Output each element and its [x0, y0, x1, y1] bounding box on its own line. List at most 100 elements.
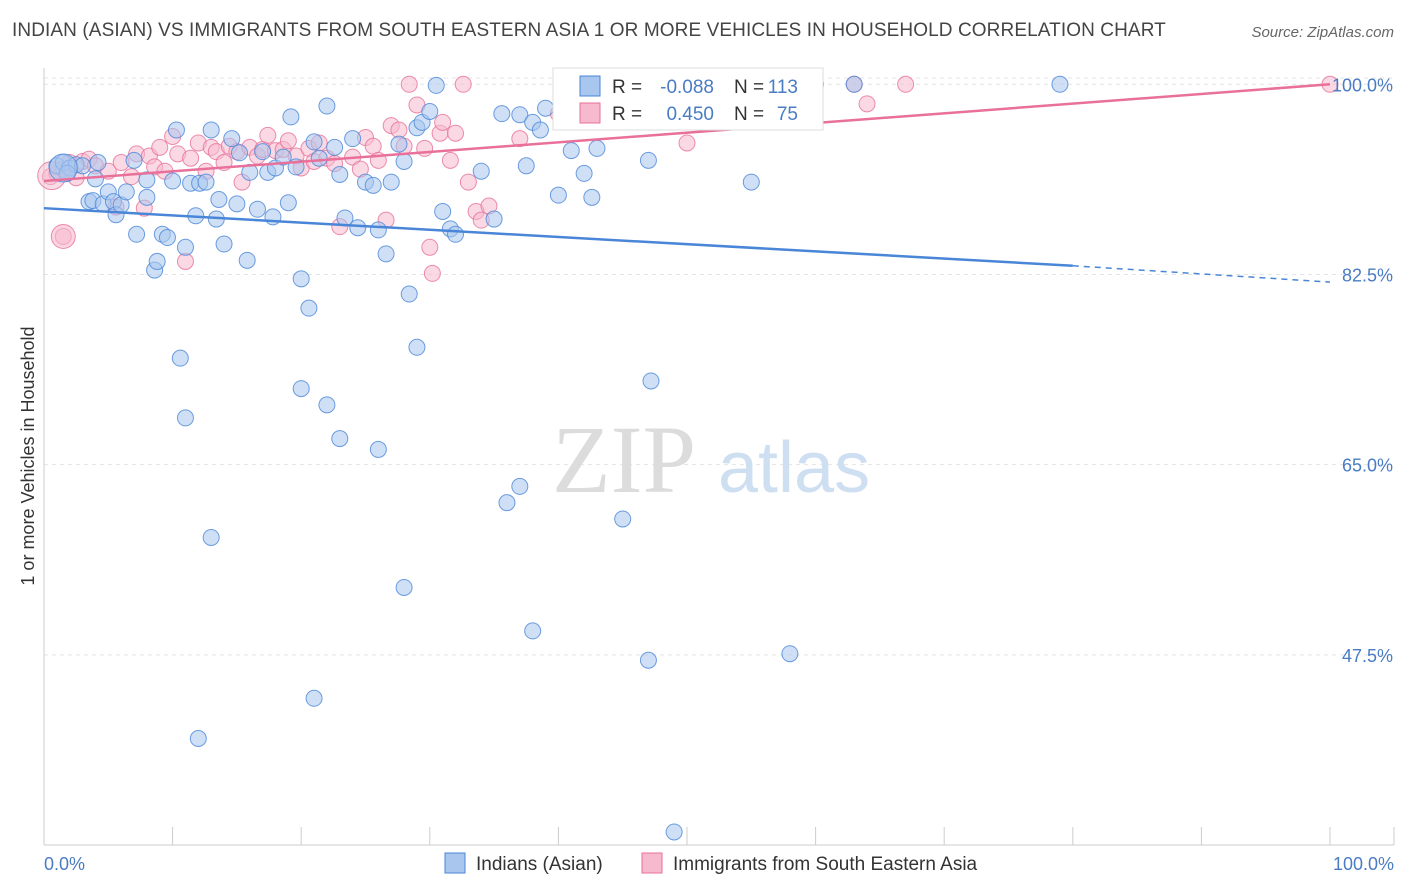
series-indians-points — [48, 75, 1069, 841]
indians-point — [254, 143, 272, 161]
indians-point — [642, 372, 660, 390]
indians-point — [248, 200, 266, 218]
indians-point — [427, 76, 445, 94]
indians-point — [197, 173, 215, 191]
bottom-legend-swatch-immigrants — [641, 852, 663, 874]
y-tick-label: 65.0% — [1342, 456, 1393, 476]
indians-point — [171, 349, 189, 367]
indians-point — [305, 133, 323, 151]
indians-point — [148, 252, 166, 270]
indians-point — [369, 221, 387, 239]
legend-r-value-immigrants: 0.450 — [666, 104, 714, 125]
immigrants-point — [400, 75, 418, 93]
immigrants-point — [459, 173, 477, 191]
watermark: ZIP atlas — [552, 406, 870, 513]
legend-n-label: N = — [734, 77, 764, 98]
y-tick-label: 82.5% — [1342, 265, 1393, 285]
indians-point — [517, 157, 535, 175]
indians-point — [382, 173, 400, 191]
indians-point — [614, 510, 632, 528]
indians-point — [189, 730, 207, 748]
indians-trendline-extension — [1072, 265, 1331, 283]
immigrants-point — [176, 252, 194, 270]
indians-point — [223, 130, 241, 148]
indians-point — [202, 121, 220, 139]
indians-point — [331, 165, 349, 183]
indians-point — [781, 645, 799, 663]
indians-point — [395, 578, 413, 596]
immigrants-point — [441, 151, 459, 169]
immigrants-point — [182, 149, 200, 167]
indians-point — [845, 75, 863, 93]
immigrants-point — [434, 113, 452, 131]
immigrants-point — [259, 126, 277, 144]
bottom-legend-label-indians: Indians (Asian) — [476, 854, 603, 875]
indians-point — [364, 176, 382, 194]
indians-point — [274, 148, 292, 166]
indians-point — [447, 225, 465, 243]
bottom-legend: Indians (Asian) Immigrants from South Ea… — [444, 852, 978, 875]
legend-r-label: R = — [612, 104, 642, 125]
indians-point — [89, 154, 107, 172]
legend-r-label: R = — [612, 77, 642, 98]
indians-point — [128, 225, 146, 243]
y-axis-title: 1 or more Vehicles in Household — [18, 326, 38, 585]
immigrants-trendline — [43, 83, 1331, 183]
immigrants-point — [390, 121, 408, 139]
legend-swatch-immigrants — [579, 102, 601, 124]
indians-point — [125, 151, 143, 169]
legend-n-value-indians: 113 — [768, 77, 798, 98]
indians-point — [498, 494, 516, 512]
indians-point — [575, 164, 593, 182]
indians-point — [588, 139, 606, 157]
indians-point — [326, 138, 344, 156]
indians-point — [331, 430, 349, 448]
indians-point — [292, 380, 310, 398]
immigrants-point — [454, 75, 472, 93]
indians-point — [421, 102, 439, 120]
indians-point-cluster — [48, 153, 78, 183]
indians-point — [511, 106, 529, 124]
bottom-legend-swatch-indians — [444, 852, 466, 874]
immigrants-point — [421, 238, 439, 256]
indians-point — [583, 188, 601, 206]
trendlines — [43, 83, 1331, 283]
indians-point — [493, 105, 511, 123]
indians-point — [485, 210, 503, 228]
indians-point — [138, 188, 156, 206]
indians-point — [537, 99, 555, 117]
indians-point — [300, 299, 318, 317]
indians-point — [318, 396, 336, 414]
immigrants-point — [447, 124, 465, 142]
indians-point — [230, 144, 248, 162]
immigrants-point — [423, 264, 441, 282]
indians-point — [639, 651, 657, 669]
legend-r-value-indians: -0.088 — [660, 77, 714, 98]
indians-point — [158, 229, 176, 247]
indians-point — [344, 130, 362, 148]
bottom-legend-label-immigrants: Immigrants from South Eastern Asia — [673, 854, 978, 875]
indians-point — [390, 135, 408, 153]
immigrants-point — [897, 75, 915, 93]
indians-point — [292, 270, 310, 288]
indians-point — [549, 186, 567, 204]
indians-point — [86, 170, 104, 188]
y-axis-tick-labels: 100.0% 82.5% 65.0% 47.5% — [1332, 75, 1393, 666]
axes — [43, 68, 1394, 846]
indians-point — [400, 285, 418, 303]
immigrants-point — [122, 168, 140, 186]
indians-point — [279, 194, 297, 212]
immigrants-point — [279, 132, 297, 150]
indians-point — [176, 409, 194, 427]
indians-point — [369, 440, 387, 458]
indians-point — [318, 97, 336, 115]
indians-point — [282, 108, 300, 126]
indians-point — [524, 622, 542, 640]
indians-point — [434, 202, 452, 220]
immigrants-point-cluster — [50, 223, 76, 249]
immigrants-point — [511, 130, 529, 148]
x-tick-label-min: 0.0% — [44, 854, 85, 874]
indians-point — [117, 183, 135, 201]
indians-point — [138, 171, 156, 189]
indians-point — [639, 151, 657, 169]
